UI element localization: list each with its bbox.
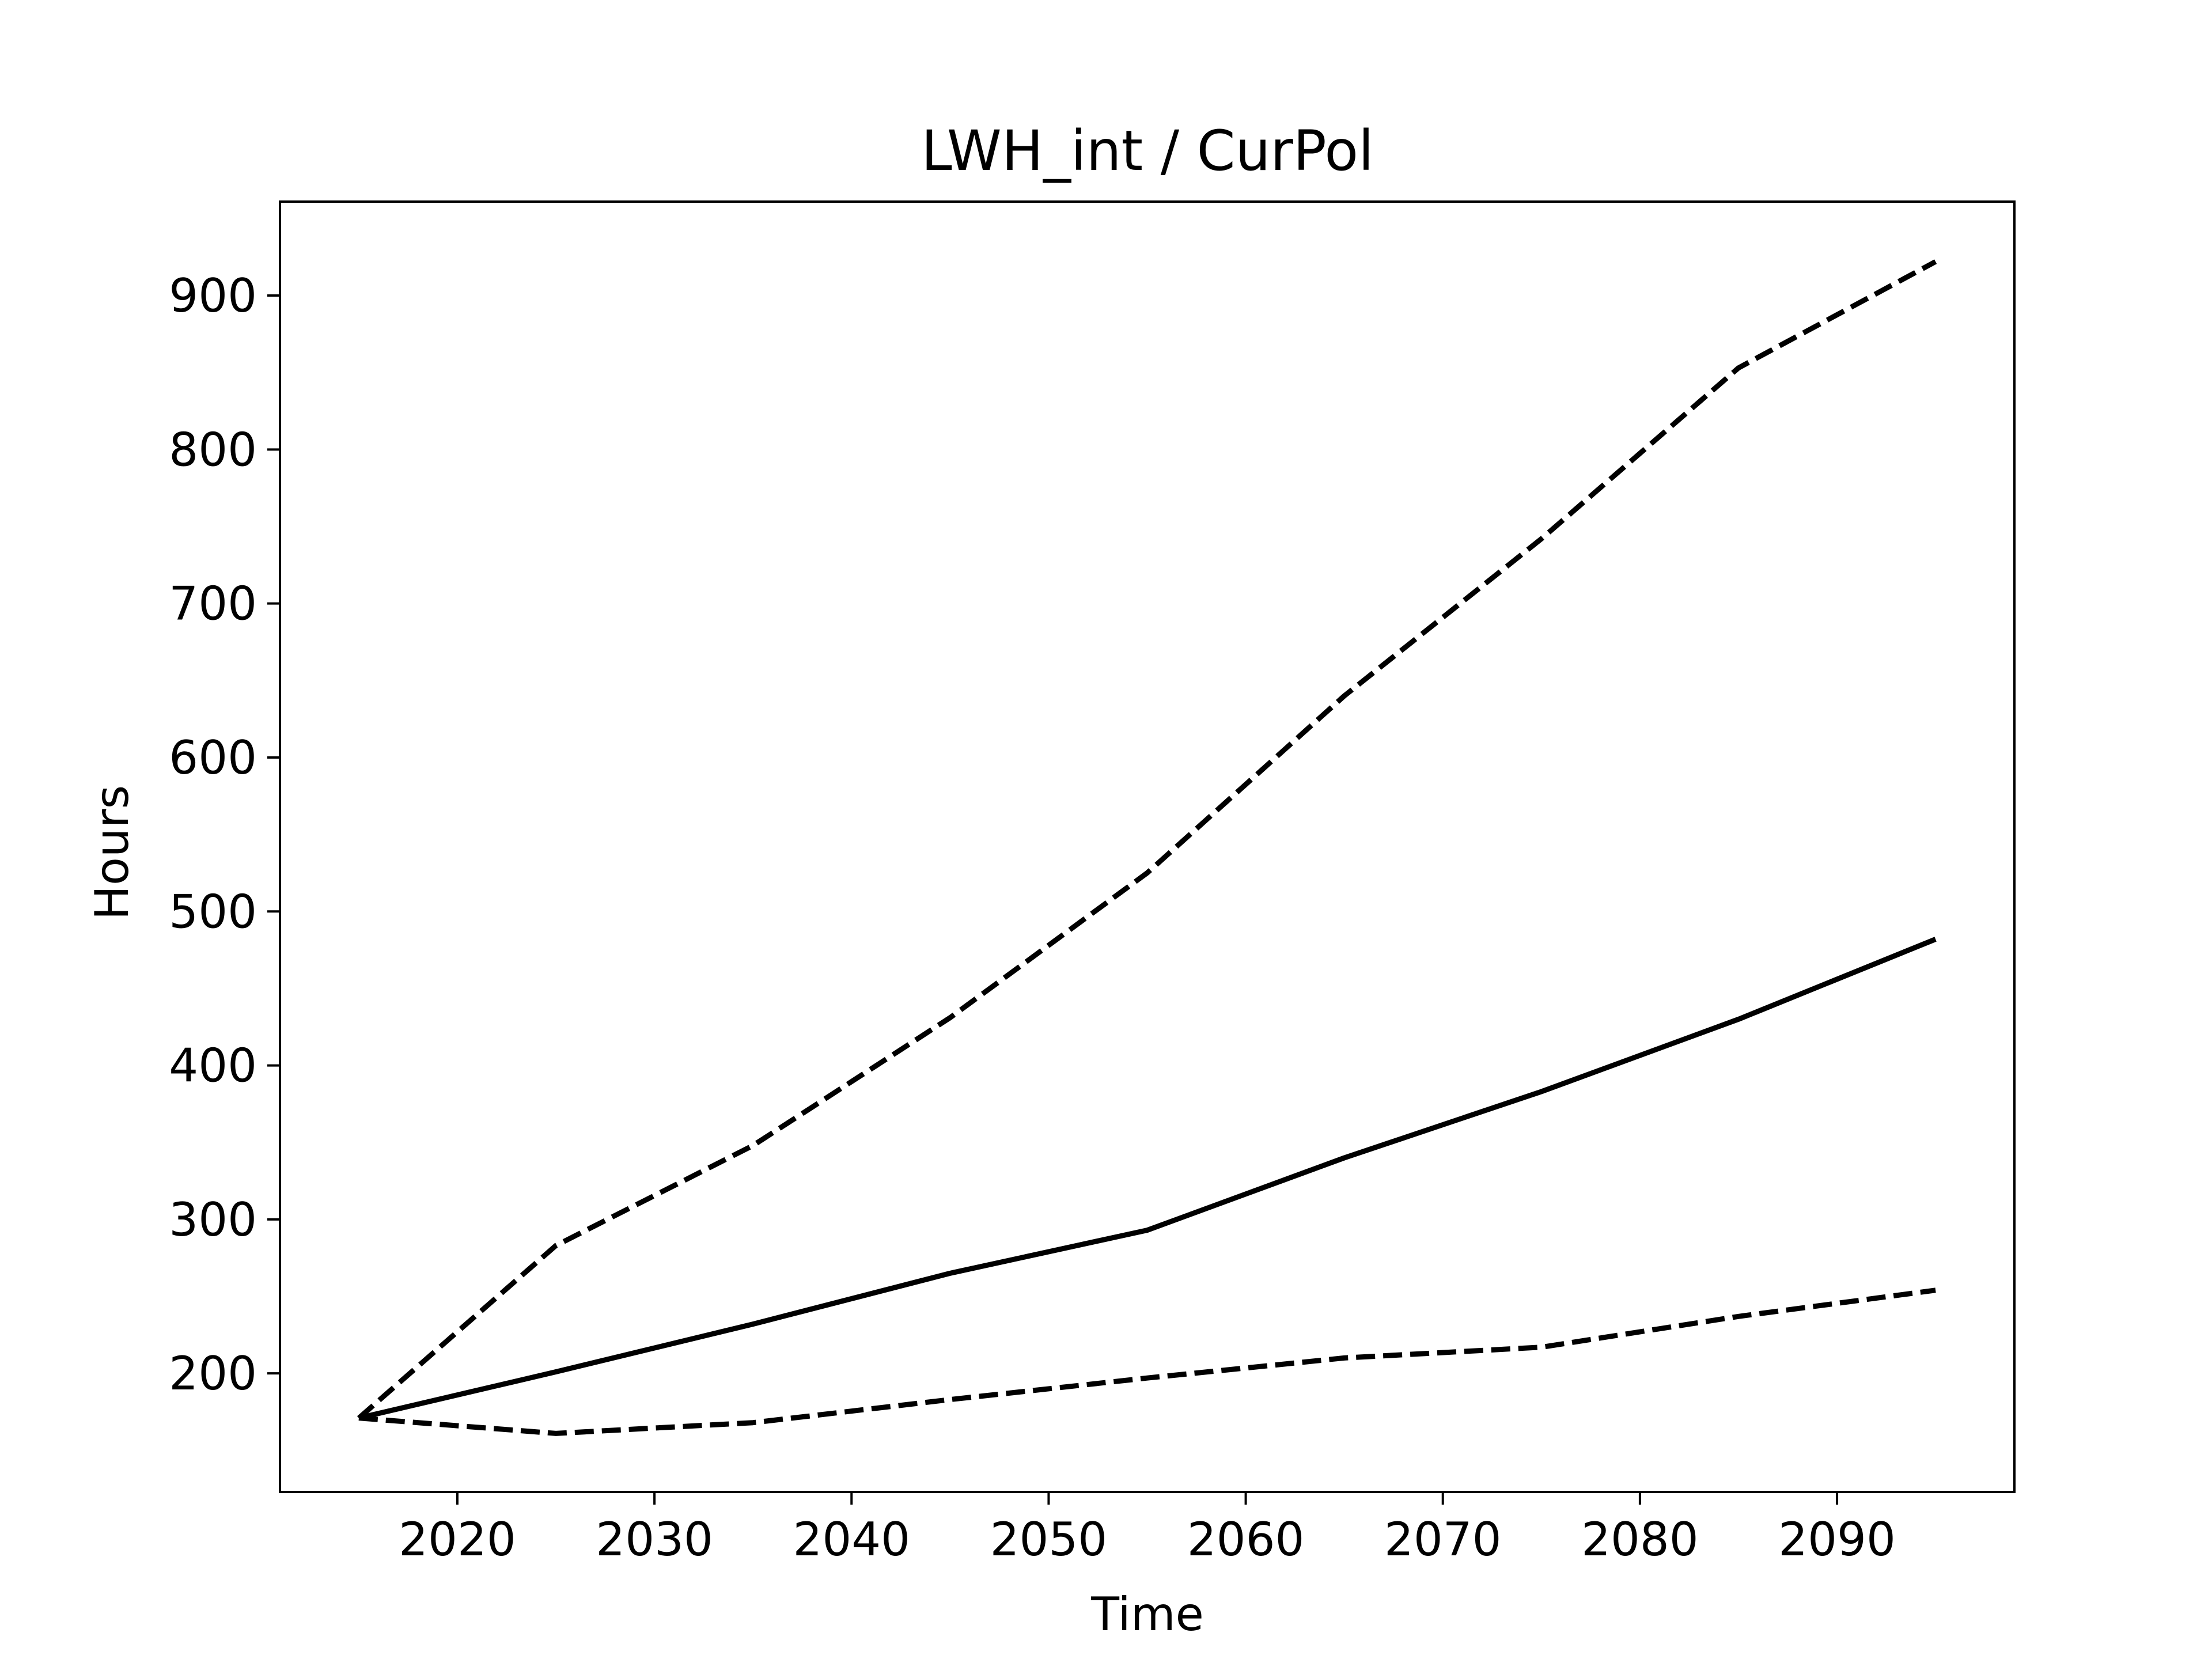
x-tick-label: 2030 bbox=[596, 1513, 713, 1566]
chart-title: LWH_int / CurPol bbox=[921, 119, 1374, 183]
y-tick-label: 200 bbox=[169, 1347, 257, 1400]
y-tick-label: 500 bbox=[169, 885, 257, 938]
y-tick-label: 300 bbox=[169, 1193, 257, 1247]
y-tick-label: 900 bbox=[169, 269, 257, 323]
x-tick-label: 2050 bbox=[990, 1513, 1108, 1566]
x-tick-label: 2090 bbox=[1778, 1513, 1896, 1566]
y-tick-label: 400 bbox=[169, 1039, 257, 1093]
x-axis-label: Time bbox=[1090, 1588, 1204, 1641]
x-tick-label: 2040 bbox=[793, 1513, 910, 1566]
x-tick-label: 2020 bbox=[399, 1513, 516, 1566]
series-line-1 bbox=[357, 259, 1937, 1421]
x-tick-label: 2060 bbox=[1187, 1513, 1305, 1566]
series-layer bbox=[357, 259, 1937, 1436]
plot-frame bbox=[279, 200, 2016, 1493]
y-axis: 200 300 400 500 600 700 800 900 bbox=[169, 269, 280, 1400]
x-tick-label: 2080 bbox=[1581, 1513, 1699, 1566]
y-axis-label: Hours bbox=[85, 785, 139, 920]
y-tick-label: 600 bbox=[169, 731, 257, 785]
series-line-2 bbox=[358, 937, 1937, 1421]
series-line-3 bbox=[358, 1287, 1936, 1436]
x-axis: 2020 2030 2040 2050 2060 2070 2080 2090 bbox=[399, 1492, 1896, 1566]
y-tick-label: 800 bbox=[169, 423, 257, 476]
y-tick-label: 700 bbox=[169, 577, 257, 631]
x-tick-label: 2070 bbox=[1384, 1513, 1502, 1566]
